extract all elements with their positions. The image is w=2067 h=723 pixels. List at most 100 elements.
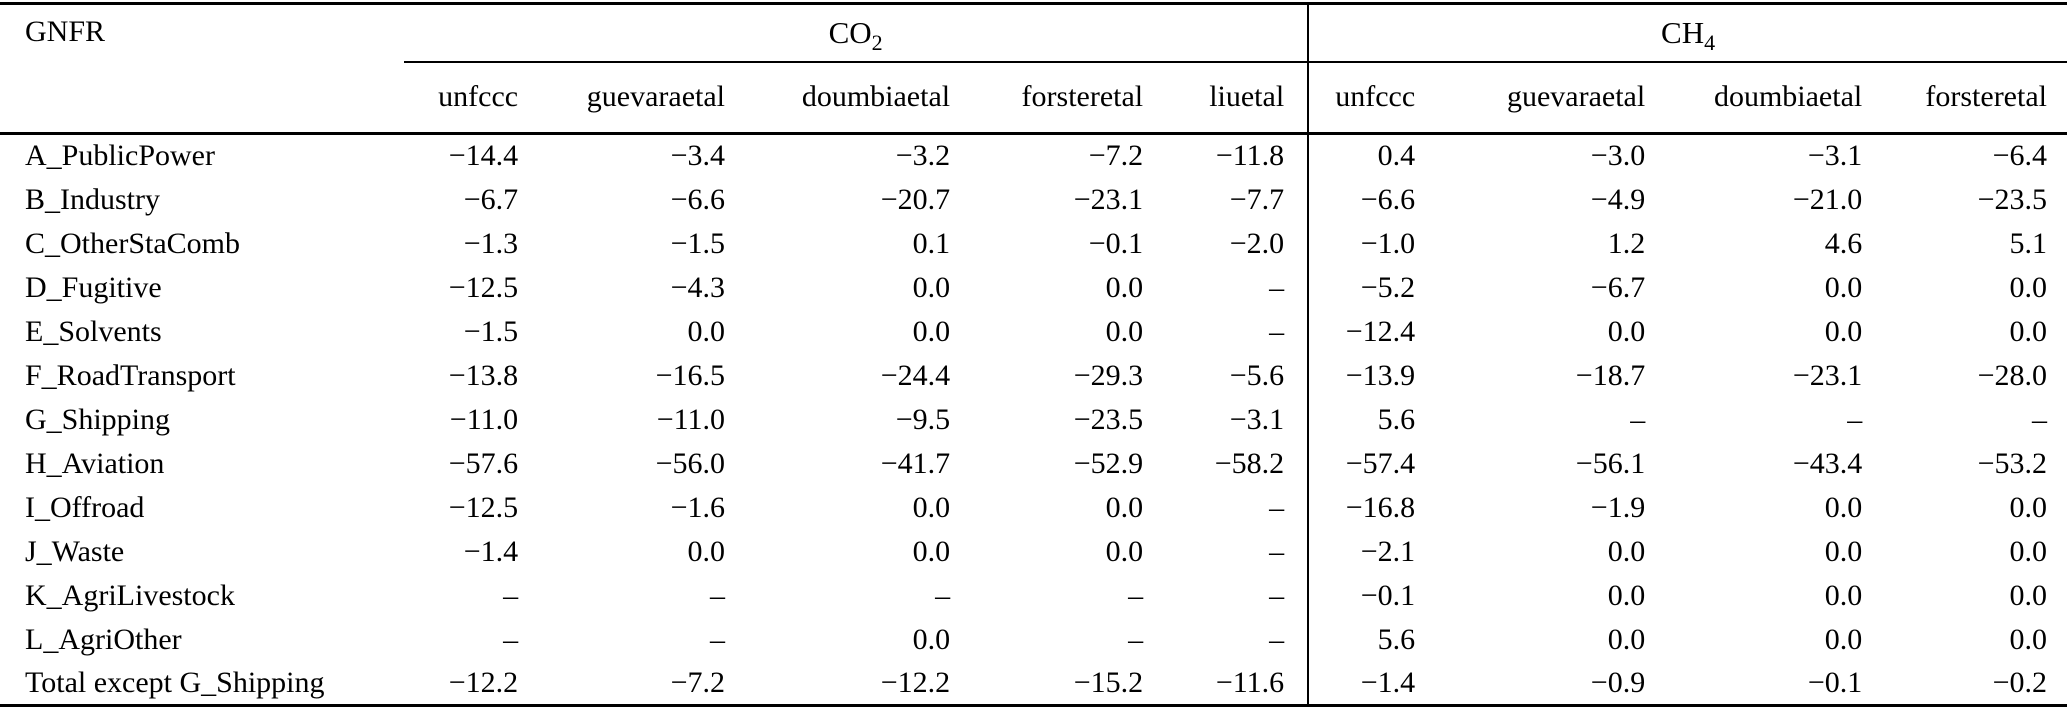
ch4-formula: CH: [1661, 14, 1705, 50]
ch4-value-cell: 0.0: [2009, 490, 2048, 524]
co2-value-cell: −3.2: [895, 139, 951, 173]
ch4-value-cell: −3.0: [1590, 139, 1646, 173]
co2-value-cell: 0.0: [1105, 534, 1144, 568]
col-header-co2-doumbiaetal: doumbiaetal: [729, 61, 955, 135]
ch4-value-cell: 0.4: [1307, 133, 1420, 178]
co2-value-cell: 0.1: [912, 226, 951, 260]
co2-value-cell: –: [1269, 534, 1285, 568]
co2-value-cell: –: [503, 578, 519, 612]
co2-value-cell: −13.8: [448, 358, 519, 392]
ch4-value-cell: −43.4: [1792, 446, 1863, 480]
ch4-value-cell: 0.0: [1607, 314, 1646, 348]
co2-group-header: CO2: [404, 3, 1309, 63]
column-header-row: unfccc guevaraetal doumbiaetal forsteret…: [0, 61, 2067, 135]
ch4-value-cell: −1.4: [1307, 661, 1420, 706]
co2-value-cell: −1.4: [463, 534, 519, 568]
ch4-value-cell: 0.0: [2009, 578, 2048, 612]
ch4-value-cell: 0.0: [1824, 534, 1863, 568]
table-row: H_Aviation −57.6 −56.0 −41.7 −52.9 −58.2 −57.4…: [0, 441, 2067, 486]
co2-value-cell: 0.0: [912, 490, 951, 524]
row-label-cell: H_Aviation: [25, 446, 165, 480]
co2-value-cell: –: [935, 578, 951, 612]
ch4-value-cell: −21.0: [1792, 182, 1863, 216]
group-header-row: GNFR CO2 CH4: [0, 3, 2067, 135]
row-label-cell: G_Shipping: [25, 402, 171, 436]
co2-value-cell: −6.7: [463, 182, 519, 216]
ch4-value-cell: −6.6: [1307, 177, 1420, 222]
ch4-group-header: CH4: [1307, 3, 2067, 63]
col-header-co2-guevaraetal: guevaraetal: [522, 61, 730, 135]
ch4-value-cell: −0.2: [1992, 665, 2047, 699]
co2-value-cell: 0.0: [687, 314, 726, 348]
row-label-cell: L_AgriOther: [25, 622, 182, 656]
ch4-value-cell: 0.0: [1607, 622, 1646, 656]
table-row: L_AgriOther – –0.0– –5.6 0.0 0.0 0.0: [0, 617, 2067, 662]
ch4-value-cell: −56.1: [1575, 446, 1646, 480]
co2-value-cell: −15.2: [1073, 665, 1144, 699]
co2-value-cell: −7.2: [1088, 139, 1144, 173]
ch4-value-cell: −0.1: [1807, 665, 1863, 699]
co2-value-cell: –: [710, 622, 726, 656]
co2-value-cell: −11.8: [1215, 139, 1285, 173]
co2-value-cell: –: [503, 622, 519, 656]
col-header-ch4-forsteretal: forsteretal: [1866, 61, 2067, 135]
table-body: A_PublicPower −14.4 −3.4 −3.2 −7.2 −11.8 0.4 −3…: [0, 133, 2067, 706]
ch4-value-cell: 5.6: [1307, 617, 1420, 662]
ch4-value-cell: 0.0: [1824, 490, 1863, 524]
co2-subscript: 2: [871, 29, 883, 55]
ch4-value-cell: −12.4: [1307, 309, 1420, 354]
ch4-value-cell: –: [1847, 402, 1863, 436]
ch4-value-cell: −5.2: [1307, 265, 1420, 310]
ch4-value-cell: −16.8: [1307, 485, 1420, 530]
table-row: F_RoadTransport −13.8 −16.5 −24.4 −29.3 −5.6−…: [0, 353, 2067, 398]
table-row: E_Solvents −1.5 0.0 0.0 0.0 – −12.4 0.0 0.0 0.0: [0, 309, 2067, 354]
ch4-value-cell: −6.4: [1992, 139, 2047, 173]
co2-value-cell: –: [1269, 622, 1285, 656]
co2-value-cell: 0.0: [1105, 314, 1144, 348]
table-row: D_Fugitive −12.5 −4.3 0.0 0.0 – −5.2 −6.7 0.0 0.0: [0, 265, 2067, 310]
ch4-value-cell: −0.9: [1590, 665, 1646, 699]
ch4-value-cell: 0.0: [2009, 270, 2048, 304]
co2-value-cell: −9.5: [895, 402, 951, 436]
row-label-cell: I_Offroad: [25, 490, 145, 524]
co2-value-cell: −16.5: [655, 358, 726, 392]
table-row: G_Shipping −11.0 −11.0 −9.5 −23.5 −3.1 5.6 – – –: [0, 397, 2067, 442]
col-header-ch4-guevaraetal: guevaraetal: [1419, 61, 1650, 135]
ch4-value-cell: 4.6: [1824, 226, 1863, 260]
co2-value-cell: −12.2: [880, 665, 951, 699]
co2-value-cell: −12.2: [448, 665, 519, 699]
ch4-value-cell: 0.0: [1824, 270, 1863, 304]
table-row: Total except G_Shipping −12.2 −7.2 −12.2 −15…: [0, 661, 2067, 706]
co2-value-cell: −11.0: [449, 402, 519, 436]
co2-value-cell: −58.2: [1214, 446, 1285, 480]
co2-value-cell: −11.6: [1215, 665, 1285, 699]
co2-value-cell: 0.0: [1105, 270, 1144, 304]
ch4-value-cell: 0.0: [2009, 534, 2048, 568]
co2-value-cell: −1.3: [463, 226, 519, 260]
co2-value-cell: −24.4: [880, 358, 951, 392]
ch4-value-cell: 0.0: [1824, 622, 1863, 656]
co2-value-cell: −7.7: [1229, 182, 1285, 216]
co2-value-cell: –: [1128, 622, 1144, 656]
table-row: K_AgriLivestock – – – – – −0.1 0.0 0.0 0.0: [0, 573, 2067, 618]
co2-value-cell: −12.5: [448, 490, 519, 524]
ch4-value-cell: −53.2: [1977, 446, 2047, 480]
co2-value-cell: 0.0: [687, 534, 726, 568]
ch4-value-cell: −28.0: [1977, 358, 2047, 392]
row-label-cell: D_Fugitive: [25, 270, 162, 304]
co2-value-cell: −1.5: [670, 226, 726, 260]
co2-value-cell: 0.0: [912, 314, 951, 348]
co2-formula: CO: [828, 14, 872, 50]
col-header-co2-forsteretal: forsteretal: [954, 61, 1148, 135]
co2-value-cell: 0.0: [912, 534, 951, 568]
row-label-cell: E_Solvents: [25, 314, 162, 348]
ch4-value-cell: 0.0: [2009, 622, 2048, 656]
table-row: C_OtherStaComb −1.3 −1.5 0.1 −0.1 −2.0 −1.0 1.2…: [0, 221, 2067, 266]
ch4-value-cell: −23.5: [1977, 182, 2047, 216]
ch4-value-cell: −3.1: [1807, 139, 1863, 173]
co2-value-cell: −5.6: [1229, 358, 1285, 392]
co2-value-cell: −12.5: [448, 270, 519, 304]
ch4-subscript: 4: [1704, 29, 1716, 55]
ch4-value-cell: −6.7: [1590, 270, 1646, 304]
